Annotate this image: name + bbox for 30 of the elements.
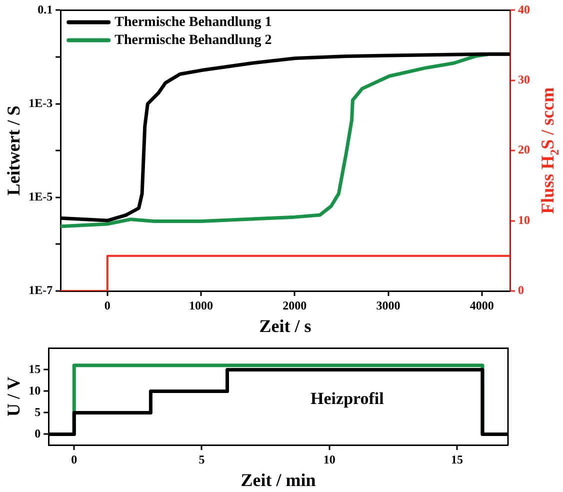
annotation: Heizprofil [310, 388, 384, 408]
y-axis-title: Leitwert / S [3, 106, 24, 196]
x-tick-label: 4000 [470, 298, 494, 312]
y2-tick-label: 20 [518, 142, 530, 157]
y-axis-title: U / V [3, 376, 24, 416]
x-tick-label: 15 [450, 452, 463, 466]
y-tick-label: 1E-5 [28, 189, 53, 204]
y2-tick-label: 0 [518, 283, 524, 298]
x-tick-label: 10 [323, 452, 336, 466]
x-tick-label: 2000 [282, 298, 307, 312]
y-tick-label: 1E-7 [28, 283, 53, 298]
x-axis-title: Zeit / min [240, 470, 316, 490]
legend-label: Thermische Behandlung 1 [114, 14, 272, 30]
y2-tick-label: 40 [518, 2, 530, 16]
x-tick-label: 1000 [189, 298, 214, 312]
x-tick-label: 3000 [376, 298, 400, 312]
y-tick-label: 10 [28, 383, 41, 398]
y-tick-label: 15 [28, 362, 41, 376]
x-tick-label: 0 [71, 452, 78, 466]
y-tick-label: 0.1 [38, 2, 53, 16]
y2-axis-title: Fluss H2S / sccm [538, 87, 562, 214]
x-axis-title: Zeit / s [259, 316, 312, 336]
x-tick-label: 0 [104, 298, 110, 312]
x-tick-label: 5 [198, 452, 205, 466]
y-tick-label: 1E-3 [28, 96, 53, 110]
legend-label: Thermische Behandlung 2 [114, 32, 272, 48]
y-tick-label: 0 [34, 426, 41, 440]
y2-tick-label: 30 [518, 72, 530, 86]
y2-tick-label: 10 [518, 212, 530, 227]
y-tick-label: 5 [34, 404, 41, 419]
